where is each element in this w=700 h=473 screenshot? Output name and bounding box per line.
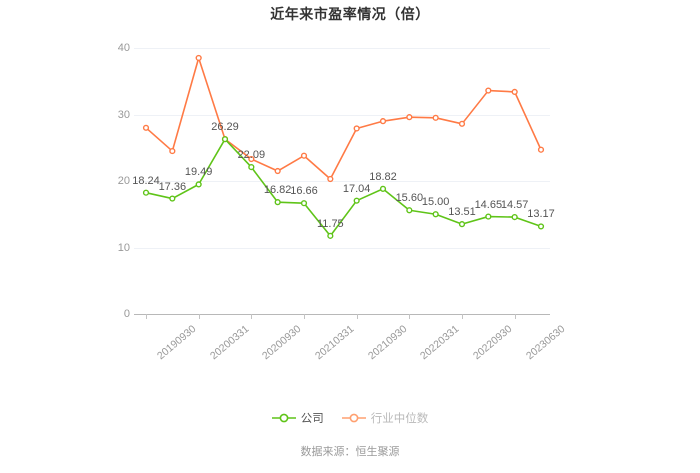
data-point-label: 17.04	[342, 182, 371, 195]
legend-item-industry-median[interactable]: 行业中位数	[341, 410, 429, 426]
data-point-label: 18.24	[132, 174, 160, 187]
data-point-label: 15.00	[421, 196, 450, 209]
y-axis-tick-label: 30	[117, 108, 130, 121]
series-data-point[interactable]	[379, 118, 387, 125]
series-data-point[interactable]	[195, 54, 202, 62]
data-point-label: 15.60	[395, 192, 424, 205]
data-point-label: 22.09	[237, 149, 266, 162]
series-data-point[interactable]	[327, 175, 334, 183]
y-axis-tick-label: 0	[123, 308, 130, 320]
x-axis-line	[134, 314, 550, 315]
series-data-point[interactable]	[537, 146, 545, 153]
series-data-point[interactable]	[379, 185, 387, 192]
y-axis-tick-label: 20	[117, 175, 130, 187]
x-axis-tick	[462, 314, 463, 319]
legend-item-label: 行业中位数	[370, 413, 429, 425]
series-data-point[interactable]	[169, 147, 176, 155]
gridline	[134, 114, 550, 116]
series-data-point[interactable]	[169, 195, 176, 202]
data-point-label: 16.66	[290, 185, 318, 198]
legend-item-label: 公司	[300, 413, 324, 425]
series-data-point[interactable]	[248, 164, 255, 171]
data-point-label: 14.57	[500, 199, 529, 212]
data-point-label: 19.49	[184, 166, 213, 179]
series-data-point[interactable]	[511, 214, 518, 221]
series-data-point[interactable]	[142, 124, 150, 131]
data-point-label: 16.82	[263, 184, 292, 197]
series-data-point[interactable]	[406, 114, 413, 121]
page-title: 近年来市盈率情况（倍）	[270, 6, 430, 22]
series-data-point[interactable]	[406, 207, 413, 214]
chart-legend: 公司 行业中位数	[0, 410, 700, 426]
x-axis-tick	[356, 314, 358, 319]
data-point-label: 13.17	[527, 208, 555, 221]
series-data-point[interactable]	[485, 87, 492, 94]
series-data-point[interactable]	[300, 200, 308, 207]
series-data-point[interactable]	[221, 136, 229, 143]
data-point-label: 26.29	[211, 121, 239, 134]
data-point-label: 11.75	[316, 217, 344, 230]
y-axis-tick-label: 10	[117, 241, 130, 254]
series-data-point[interactable]	[485, 213, 492, 220]
series-data-point[interactable]	[511, 88, 518, 95]
series-data-point[interactable]	[274, 167, 281, 175]
series-data-point[interactable]	[248, 155, 255, 163]
x-axis-tick	[514, 314, 516, 319]
series-data-point[interactable]	[195, 181, 202, 188]
legend-item-company[interactable]: 公司	[271, 410, 324, 426]
x-axis-tick	[198, 314, 200, 319]
series-data-point[interactable]	[458, 221, 466, 228]
series-data-point[interactable]	[142, 189, 150, 196]
series-data-point[interactable]	[274, 199, 281, 206]
x-axis-tick	[251, 314, 253, 319]
data-source-note: 数据来源：恒生聚源	[300, 446, 400, 458]
series-data-point[interactable]	[353, 197, 360, 204]
legend-marker-icon	[341, 413, 366, 423]
y-axis-tick-label: 40	[117, 42, 130, 54]
x-axis-tick	[146, 314, 147, 319]
series-data-point[interactable]	[432, 114, 439, 121]
legend-marker-icon	[271, 413, 296, 423]
series-data-point[interactable]	[432, 211, 439, 218]
series-data-point[interactable]	[458, 120, 466, 127]
gridline	[134, 247, 550, 249]
series-data-point[interactable]	[537, 223, 545, 230]
x-axis-tick	[409, 314, 411, 319]
series-data-point[interactable]	[327, 232, 334, 239]
gridline	[134, 48, 550, 49]
data-point-label: 17.36	[158, 180, 187, 193]
data-point-label: 18.82	[369, 170, 397, 183]
series-line	[145, 57, 542, 180]
series-line	[145, 138, 542, 237]
series-data-point[interactable]	[353, 125, 360, 132]
series-data-point[interactable]	[300, 152, 308, 159]
x-axis-tick	[304, 314, 305, 319]
gridline	[134, 181, 550, 182]
data-point-label: 13.51	[448, 206, 476, 219]
data-point-label: 14.65	[474, 198, 503, 211]
